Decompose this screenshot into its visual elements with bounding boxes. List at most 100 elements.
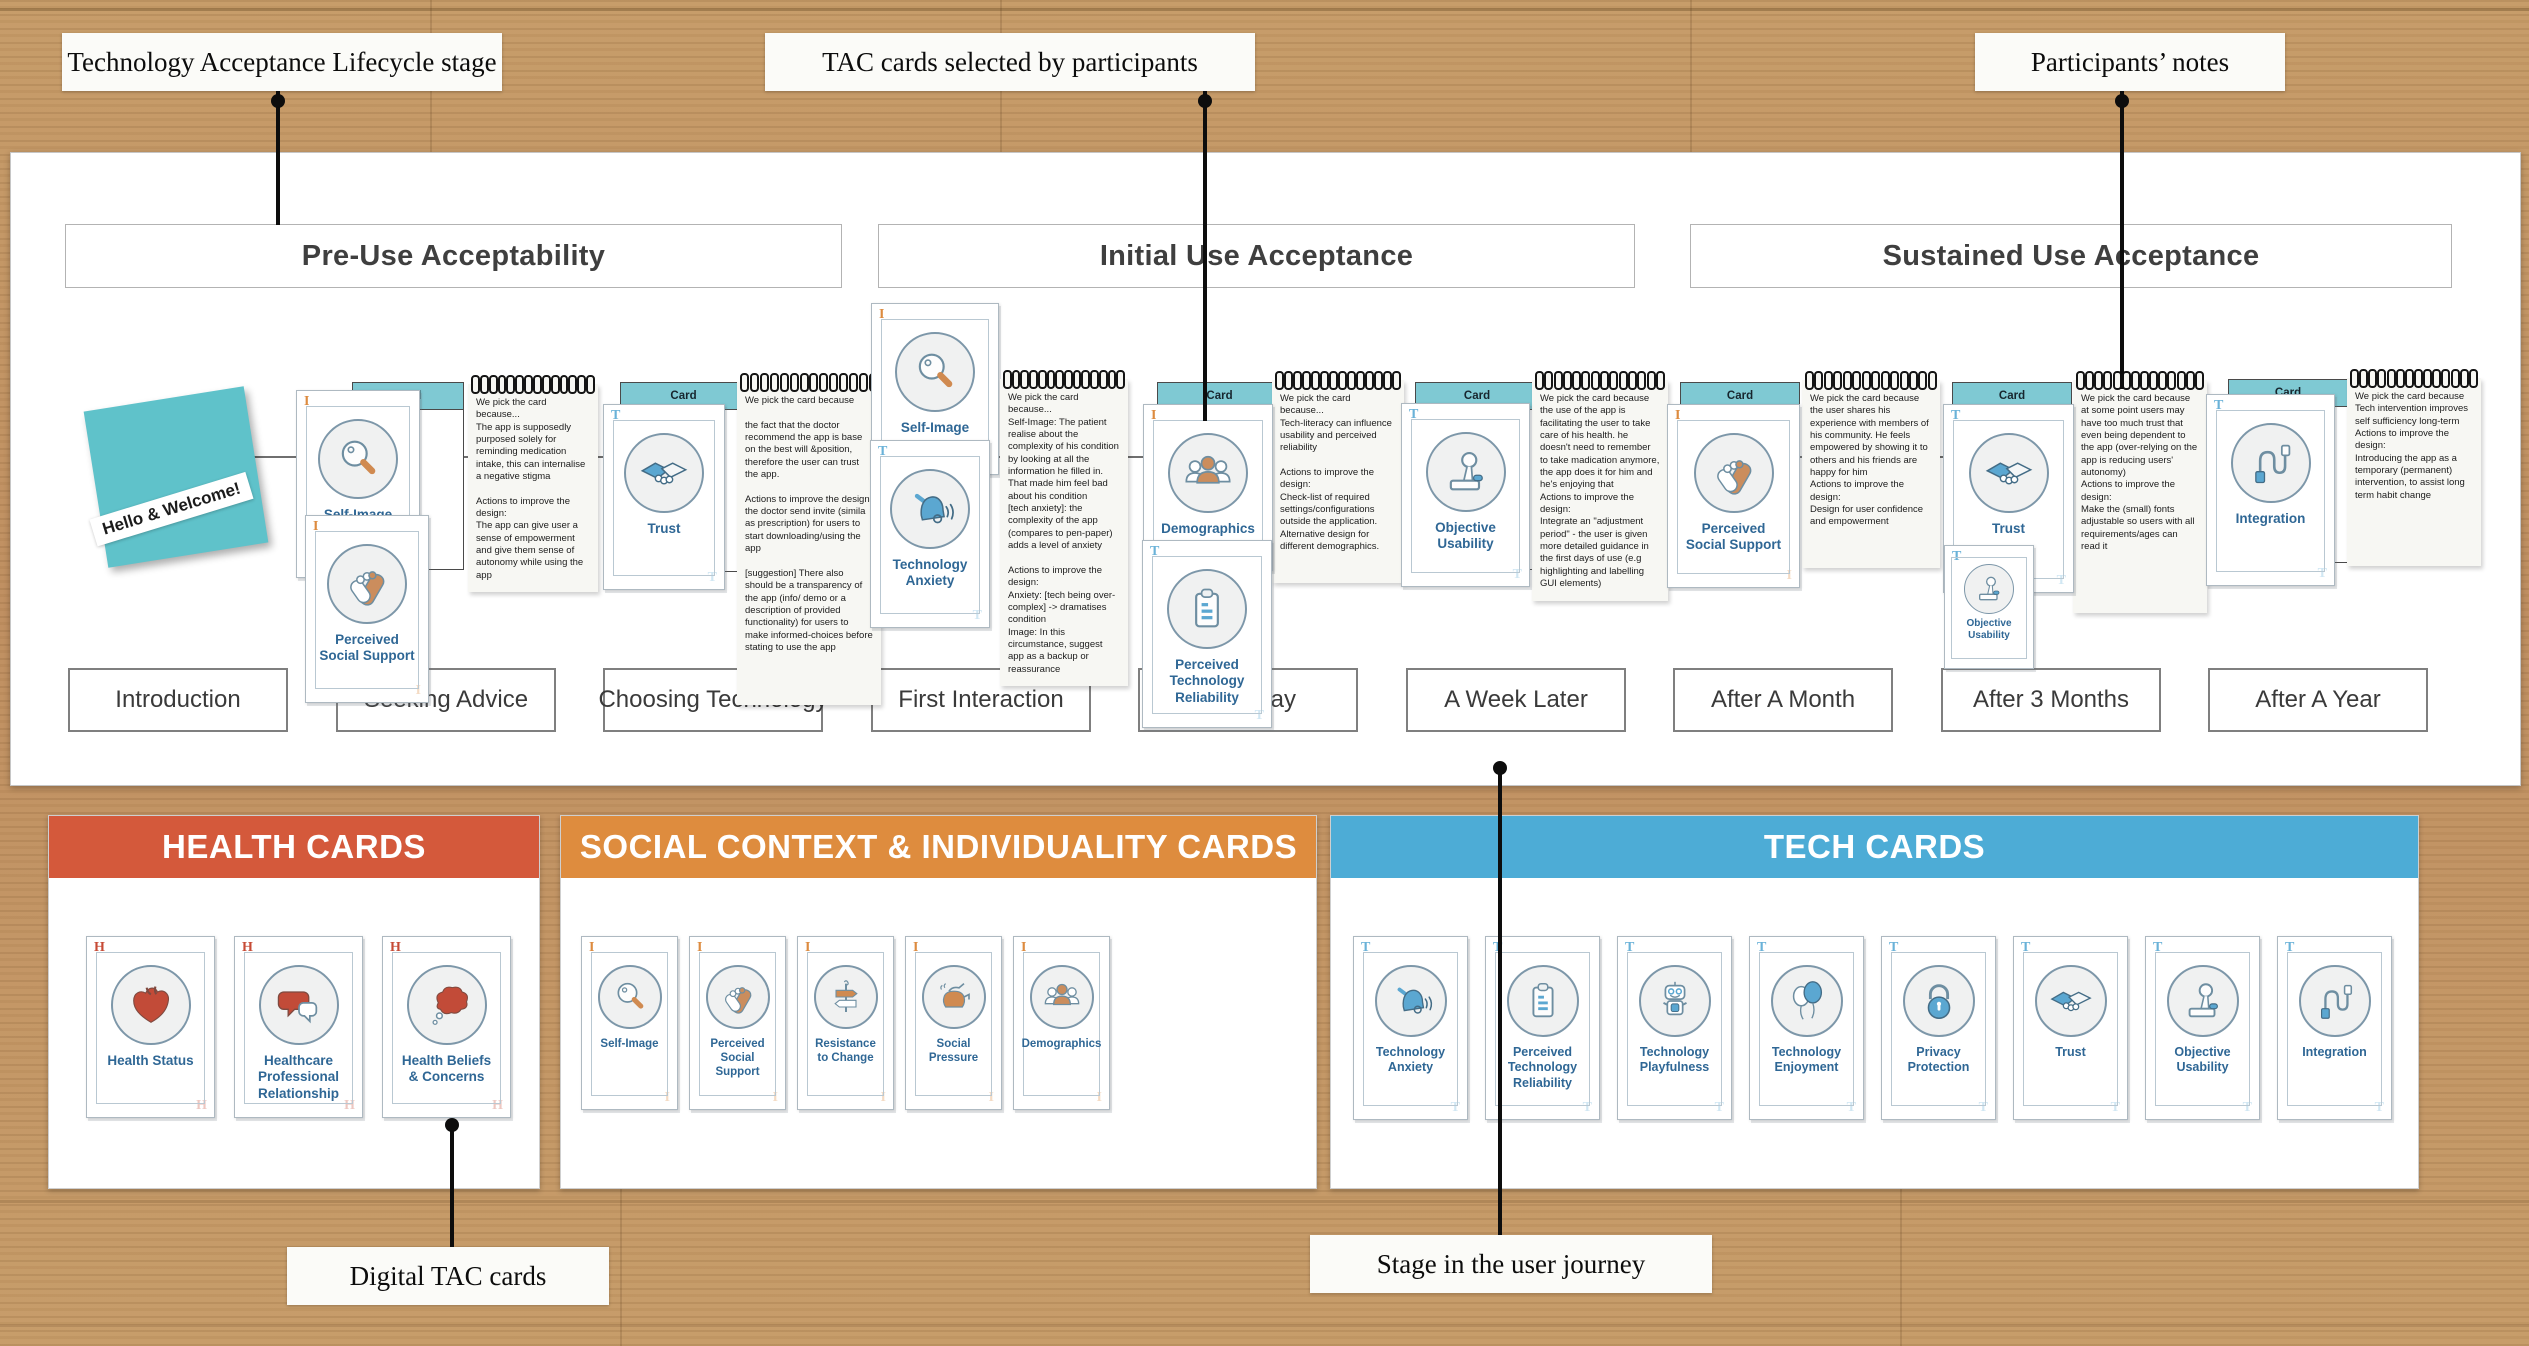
card-title: Technology Enjoyment [1771, 1045, 1842, 1075]
connector-dot [271, 94, 285, 108]
handshake-icon [624, 433, 704, 513]
card-demographics[interactable]: I I Demographics [1013, 936, 1110, 1110]
card-letter: T [1582, 1100, 1592, 1115]
note-text: We pick the card because at some point u… [2081, 393, 2198, 553]
participant-notepad[interactable]: We pick the card because Tech interventi… [2347, 369, 2481, 566]
magnifier-icon [597, 965, 662, 1029]
sticky-note-welcome[interactable]: Hello & Welcome! [83, 386, 269, 568]
card-title: Healthcare Professional Relationship [257, 1053, 340, 1101]
signpost-icon [813, 965, 878, 1029]
card-letter: T [1150, 544, 1160, 559]
wood-seam [620, 1187, 622, 1346]
participant-notepad[interactable]: We pick the card because the fact that t… [737, 373, 881, 705]
card-letter: T [2153, 940, 2163, 955]
phase-pre-use: Pre-Use Acceptability [65, 224, 842, 288]
note-text: We pick the card because the use of the … [1540, 393, 1660, 590]
sticky-note-text: Hello & Welcome! [89, 471, 254, 547]
card-resistance-to-change[interactable]: I I Resistance to Change [797, 936, 894, 1110]
card-technology-anxiety[interactable]: T T Technology Anxiety [870, 440, 990, 628]
participant-notepad[interactable]: We pick the card because the user shares… [1802, 371, 1940, 568]
card-letter: T [1846, 1100, 1856, 1115]
card-letter: I [805, 940, 811, 955]
connector-line [1498, 763, 1502, 1235]
connector-dot [1493, 761, 1507, 775]
card-objective-usability[interactable]: T T Objective Usability [1401, 403, 1530, 587]
card-title: Perceived Social Support [319, 632, 415, 664]
library-health-cards: HEALTH CARDS H H Health Status H H Healt… [48, 815, 540, 1189]
card-trust[interactable]: T T Trust [603, 404, 725, 590]
card-title: Demographics [1161, 521, 1255, 536]
annotation-digital-tac-cards: Digital TAC cards [287, 1247, 609, 1305]
card-perceived-technology-reliability[interactable]: T T Perceived Technology Reliability [1485, 936, 1600, 1120]
note-text: We pick the card because the user shares… [1810, 393, 1929, 528]
card-title: Objective Usability [1966, 618, 2012, 642]
participant-notepad[interactable]: We pick the card because at some point u… [2073, 371, 2207, 613]
card-perceived-social-support[interactable]: I I Perceived Social Support [1667, 404, 1800, 588]
card-trust[interactable]: T T Trust [2013, 936, 2128, 1120]
note-text: We pick the card because Tech interventi… [2355, 391, 2468, 501]
card-letter: H [196, 1098, 207, 1113]
participant-notepad[interactable]: We pick the card because... Self-Image: … [1000, 370, 1128, 686]
card-title: Objective Usability [2174, 1045, 2231, 1075]
card-title: Perceived Technology Reliability [1169, 657, 1245, 705]
card-letter: T [1409, 407, 1419, 422]
participant-notepad[interactable]: We pick the card because the use of the … [1532, 371, 1668, 601]
annotation-participants-notes: Participants’ notes [1975, 33, 2285, 91]
participant-notepad[interactable]: We pick the card because... Tech-literac… [1272, 371, 1404, 583]
card-health-beliefs-concerns[interactable]: H H Health Beliefs & Concerns [382, 936, 511, 1118]
wood-seam [1690, 0, 1692, 152]
card-letter: I [913, 940, 919, 955]
handshake-icon [1968, 433, 2049, 513]
wood-seam [1900, 1187, 1902, 1346]
card-integration[interactable]: T T Integration [2206, 394, 2335, 586]
clipboard-icon [1506, 965, 1579, 1037]
library-header: TECH CARDS [1331, 816, 2418, 878]
clasped-hands-icon [705, 965, 770, 1029]
card-healthcare-professional-relationship[interactable]: H H Healthcare Professional Relationship [234, 936, 363, 1118]
spiral-binding-icon [1003, 370, 1126, 389]
card-social-pressure[interactable]: I I Social Pressure [905, 936, 1002, 1110]
card-letter: H [344, 1098, 355, 1113]
phase-sustained-use: Sustained Use Acceptance [1690, 224, 2452, 288]
card-health-status[interactable]: H H Health Status [86, 936, 215, 1118]
note-text: We pick the card because... Self-Image: … [1008, 392, 1119, 675]
card-title: Health Status [107, 1053, 194, 1068]
annotation-lifecycle-stage: Technology Acceptance Lifecycle stage [62, 33, 502, 91]
card-letter: I [304, 394, 310, 409]
connector-line [1203, 91, 1207, 421]
card-technology-enjoyment[interactable]: T T Technology Enjoyment [1749, 936, 1864, 1120]
card-letter: T [2285, 940, 2295, 955]
card-self-image[interactable]: I I Self-Image [581, 936, 678, 1110]
card-letter: T [2056, 573, 2066, 588]
stage-box-introduction: Introduction [68, 668, 288, 732]
stage-label: After A Year [2255, 686, 2381, 713]
card-title: Self-Image [900, 420, 970, 435]
clasped-hands-icon [327, 544, 407, 624]
card-objective-usability[interactable]: T T Objective Usability [2145, 936, 2260, 1120]
card-letter: T [1493, 941, 1502, 955]
card-perceived-social-support[interactable]: I I Perceived Social Support [305, 515, 429, 703]
participant-notepad[interactable]: We pick the card because... The app is s… [468, 375, 598, 593]
card-integration[interactable]: T T Integration [2277, 936, 2392, 1120]
card-letter: I [880, 1090, 886, 1105]
card-title: Technology Anxiety [892, 557, 968, 589]
wood-seam [0, 1200, 2529, 1203]
card-letter: I [664, 1090, 670, 1105]
stage-label: A Week Later [1444, 686, 1588, 713]
card-letter: T [2021, 940, 2031, 955]
stage-box-a-week-later: A Week Later [1406, 668, 1626, 732]
padlock-icon [1902, 965, 1975, 1037]
card-title: Integration [2302, 1045, 2367, 1059]
card-technology-anxiety[interactable]: T T Technology Anxiety [1353, 936, 1468, 1120]
joystick-icon [1425, 432, 1506, 512]
card-privacy-protection[interactable]: T T Privacy Protection [1881, 936, 1996, 1120]
card-letter: I [772, 1090, 778, 1105]
card-letter: I [1675, 408, 1681, 423]
card-technology-playfulness[interactable]: T T Technology Playfulness [1617, 936, 1732, 1120]
magnifier-icon [318, 419, 398, 499]
card-objective-usability[interactable]: T Objective Usability [1944, 545, 2034, 669]
card-perceived-social-support[interactable]: I I Perceived Social Support [689, 936, 786, 1110]
card-letter: H [390, 940, 401, 955]
card-perceived-technology-reliability[interactable]: T T Perceived Technology Reliability [1142, 540, 1272, 728]
card-letter: T [2317, 566, 2327, 581]
